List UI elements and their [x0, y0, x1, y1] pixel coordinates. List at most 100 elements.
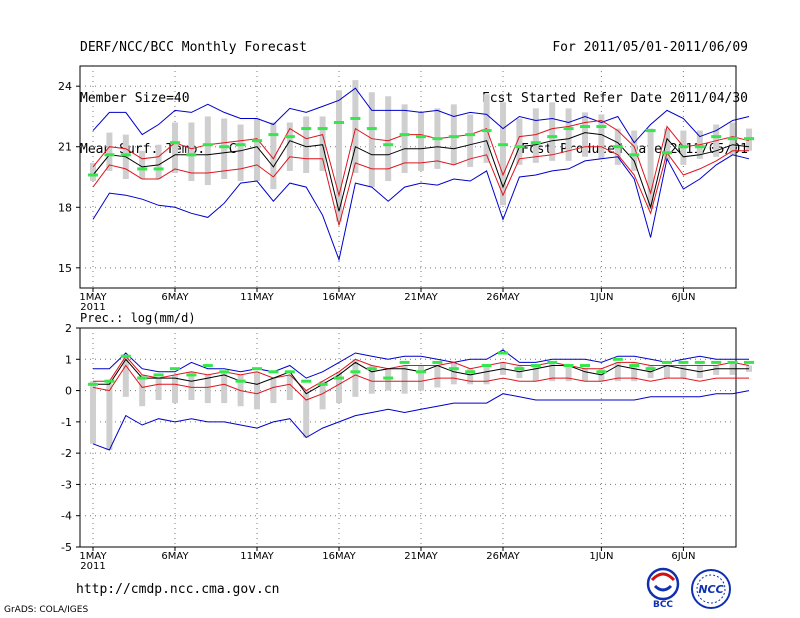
- observed-mark: [366, 127, 377, 131]
- observed-mark: [170, 141, 180, 145]
- y-tick-label: -3: [61, 478, 72, 491]
- spread-bar: [254, 371, 260, 410]
- observed-mark: [104, 153, 115, 157]
- x-tick-label: 26MAY: [486, 292, 520, 303]
- observed-mark: [465, 133, 476, 137]
- y-tick-label: -5: [61, 541, 72, 554]
- observed-mark: [727, 137, 738, 141]
- spread-bar: [467, 114, 474, 167]
- observed-mark: [612, 357, 623, 361]
- spread-bar: [647, 128, 654, 210]
- bcc-logo: BCC: [646, 567, 680, 610]
- spread-bar: [598, 114, 605, 159]
- observed-mark: [563, 127, 574, 131]
- spread-bar: [270, 122, 277, 190]
- x-tick-label: 6JUN: [671, 292, 695, 303]
- spread-bar: [254, 118, 260, 182]
- spread-bar: [565, 108, 572, 161]
- spread-bar: [188, 371, 195, 400]
- x-tick-label: 26MAY: [486, 551, 520, 562]
- observed-mark: [235, 379, 246, 383]
- x-tick-label: 6MAY: [161, 551, 189, 562]
- observed-mark: [137, 376, 148, 380]
- observed-mark: [104, 379, 115, 383]
- spread-bar: [385, 96, 392, 182]
- spread-bar: [565, 365, 572, 382]
- spread-bar: [286, 122, 293, 171]
- spread-bar: [368, 365, 375, 394]
- spread-bar: [516, 118, 523, 165]
- spread-bar: [664, 365, 670, 379]
- series-line-ensemble-min: [92, 87, 750, 144]
- observed-mark: [629, 153, 640, 157]
- x-tick-label: 1MAY: [79, 292, 107, 303]
- observed-mark: [678, 360, 689, 364]
- refer-date: Fcst Started Refer Date 2011/04/30: [481, 91, 748, 106]
- observed-mark: [317, 382, 328, 386]
- observed-mark: [88, 382, 98, 386]
- observed-mark: [481, 364, 492, 368]
- observed-mark: [645, 129, 656, 133]
- observed-mark: [596, 125, 607, 129]
- spread-bar: [90, 381, 96, 444]
- footer-url[interactable]: http://cmdp.ncc.cma.gov.cn: [76, 582, 280, 597]
- bcc-logo-text: BCC: [653, 600, 673, 610]
- observed-mark: [120, 354, 131, 358]
- spread-bar: [303, 390, 310, 438]
- observed-mark: [432, 137, 443, 141]
- observed-mark: [448, 367, 459, 371]
- observed-mark: [284, 370, 295, 374]
- observed-mark: [514, 145, 525, 149]
- observed-mark: [744, 137, 754, 141]
- spread-bar: [368, 92, 375, 188]
- observed-mark: [120, 153, 131, 157]
- observed-mark: [153, 373, 164, 377]
- spread-bar: [204, 116, 211, 186]
- observed-mark: [416, 370, 426, 374]
- bcc-wave: [653, 584, 673, 592]
- series-line-ensemble-min: [93, 349, 749, 379]
- observed-mark: [514, 367, 525, 371]
- observed-mark: [350, 370, 361, 374]
- observed-mark: [498, 351, 508, 355]
- y-tick-label: 15: [58, 262, 72, 275]
- observed-mark: [481, 129, 492, 133]
- observed-mark: [268, 370, 279, 374]
- spread-bar: [336, 90, 342, 222]
- observed-mark: [662, 151, 672, 155]
- spread-bar: [319, 381, 326, 410]
- y-tick-label: -1: [61, 416, 72, 429]
- ncc-inner-ring: [696, 574, 726, 604]
- spread-bar: [631, 130, 638, 171]
- spread-bar: [582, 368, 588, 382]
- observed-mark: [284, 135, 295, 139]
- observed-mark: [465, 370, 476, 374]
- observed-mark: [744, 360, 754, 364]
- spread-bar: [500, 102, 506, 206]
- spread-bar: [352, 80, 359, 173]
- observed-mark: [547, 135, 558, 139]
- observed-mark: [301, 127, 312, 131]
- x-year-label: 2011: [80, 302, 105, 313]
- x-tick-label: 1MAY: [79, 551, 107, 562]
- ncc-ring: [691, 569, 731, 609]
- spread-bar: [450, 362, 457, 385]
- spread-bar: [450, 104, 457, 165]
- x-year-label: 2011: [80, 561, 105, 572]
- series-line-ensemble-max: [92, 390, 750, 451]
- observed-mark: [645, 367, 656, 371]
- observed-mark: [252, 139, 262, 143]
- observed-mark: [498, 143, 508, 147]
- spread-bar: [532, 108, 539, 163]
- series-line-upper-spread: [93, 355, 750, 392]
- spread-bar: [631, 362, 638, 382]
- spread-bar: [532, 365, 539, 382]
- y-tick-label: 18: [58, 201, 72, 214]
- y-tick-label: 24: [58, 80, 72, 93]
- y-tick-label: 0: [65, 385, 72, 398]
- spread-bar: [483, 365, 490, 385]
- observed-mark: [268, 133, 279, 137]
- observed-mark: [153, 167, 164, 171]
- spread-bar: [221, 118, 228, 180]
- observed-mark: [612, 145, 623, 149]
